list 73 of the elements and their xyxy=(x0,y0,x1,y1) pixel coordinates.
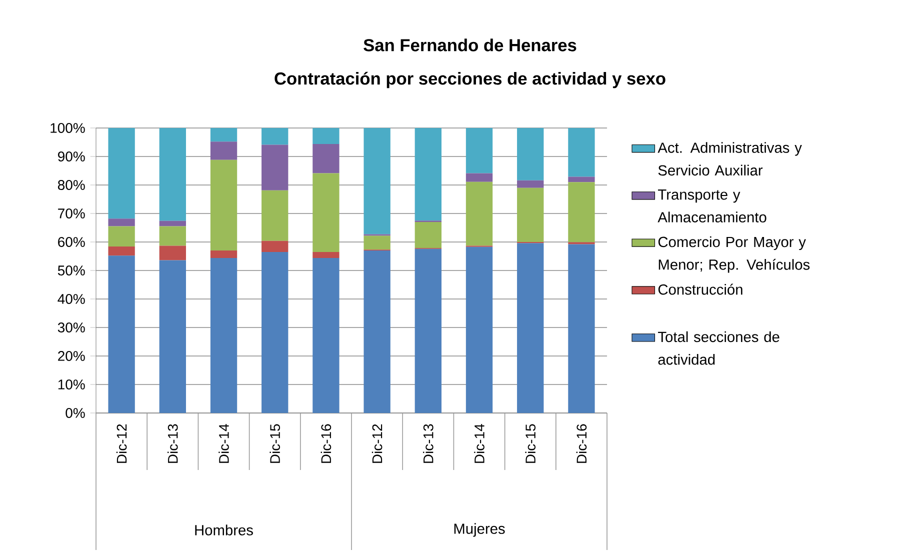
chart-subtitle: Contratación por secciones de actividad y sexo xyxy=(274,72,666,88)
y-tick-label: 60% xyxy=(58,237,85,247)
bar xyxy=(414,248,442,413)
bar xyxy=(466,246,493,413)
bar xyxy=(210,142,238,160)
x-tick-label: Dic-15 xyxy=(270,424,280,463)
y-tick-label: 40% xyxy=(58,294,85,304)
bar xyxy=(312,144,340,174)
legend-label: Construcción xyxy=(658,284,742,295)
bar xyxy=(262,190,288,241)
bar xyxy=(159,226,186,246)
bar xyxy=(108,128,135,219)
bar xyxy=(414,222,442,248)
bar xyxy=(108,218,135,226)
x-tick-label: Dic-12 xyxy=(372,424,382,463)
bar xyxy=(568,128,595,177)
x-tick-label: Dic-12 xyxy=(116,424,127,463)
bar xyxy=(568,176,595,182)
bar xyxy=(159,260,186,413)
bar xyxy=(414,128,442,221)
y-tick-label: 20% xyxy=(58,351,85,361)
bar xyxy=(466,182,493,246)
bar xyxy=(568,244,595,413)
x-tick-label: Dic-15 xyxy=(525,424,536,463)
legend-label: Transporte y Almacenamiento xyxy=(658,190,766,222)
x-tick-label: Dic-14 xyxy=(474,424,484,463)
bar xyxy=(262,128,288,145)
y-tick-label: 50% xyxy=(58,266,85,276)
bar xyxy=(210,250,238,258)
x-tick-label: Dic-14 xyxy=(218,424,229,463)
y-tick-label: 30% xyxy=(58,322,85,332)
bar xyxy=(262,252,288,413)
bar xyxy=(517,188,544,242)
bar xyxy=(312,128,340,144)
y-tick-label: 80% xyxy=(58,180,85,190)
bar xyxy=(568,182,595,242)
legend-label: Comercio Por Mayor y Menor; Rep. Vehículos xyxy=(658,236,810,273)
bar xyxy=(517,243,544,413)
bar xyxy=(159,246,186,260)
text: Mujeres xyxy=(454,523,505,537)
bar xyxy=(517,180,544,188)
bar xyxy=(517,128,544,180)
bar xyxy=(108,246,135,256)
bar xyxy=(108,256,135,413)
legend-label: Act. Administrativas y Servicio Auxiliar xyxy=(658,142,802,176)
bar xyxy=(210,258,238,413)
y-tick-label: 0% xyxy=(66,408,85,418)
bar xyxy=(159,128,186,221)
bar xyxy=(466,173,493,182)
y-tick-label: 90% xyxy=(58,152,85,162)
bar xyxy=(364,250,390,413)
bar xyxy=(108,226,135,247)
text: Hombres xyxy=(195,524,253,536)
y-tick-label: 70% xyxy=(58,208,85,218)
bar xyxy=(210,160,238,251)
y-tick-label: 100% xyxy=(50,123,85,133)
y-tick-label: 10% xyxy=(58,380,85,390)
legend-label: Total secciones de actividad xyxy=(658,331,780,365)
x-tick-label: Dic-13 xyxy=(168,424,178,463)
x-tick-label: Dic-13 xyxy=(423,424,434,463)
bar xyxy=(312,258,340,413)
bar xyxy=(159,220,186,226)
bar xyxy=(312,252,340,258)
bar xyxy=(466,128,493,174)
bar xyxy=(210,128,238,142)
bar xyxy=(312,173,340,252)
bar xyxy=(262,144,288,190)
bar xyxy=(262,240,288,252)
chart-title: San Fernando de Henares xyxy=(364,38,576,52)
bar xyxy=(364,236,390,250)
x-tick-label: Dic-16 xyxy=(320,424,332,463)
x-tick-label: Dic-16 xyxy=(576,424,587,463)
bar xyxy=(364,128,390,234)
